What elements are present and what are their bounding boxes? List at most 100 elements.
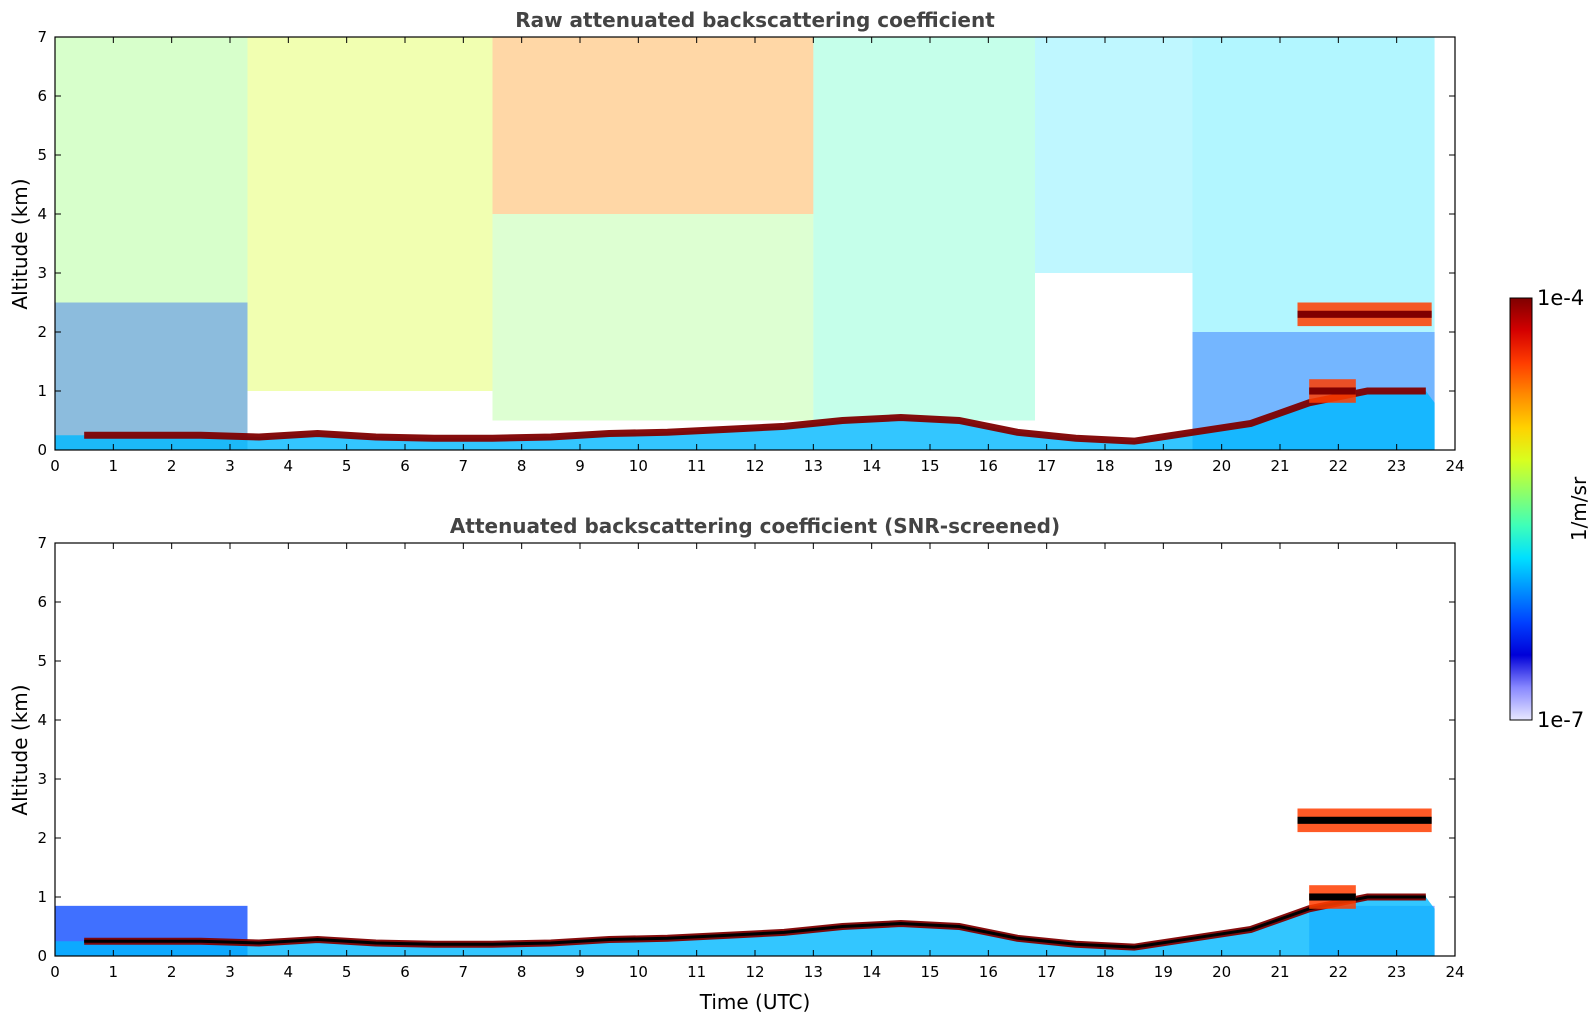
signal-band [813, 37, 1035, 421]
x-tick-label: 16 [979, 457, 998, 475]
bottom-y-axis-label: Altitude (km) [8, 684, 32, 815]
cloud-layer-core [1309, 387, 1356, 395]
colorbar-min-label: 1e-7 [1537, 708, 1584, 732]
x-tick-label: 3 [225, 457, 235, 475]
y-tick-label: 1 [37, 888, 47, 906]
y-tick-label: 5 [37, 652, 47, 670]
x-tick-label: 12 [745, 963, 764, 981]
x-tick-label: 21 [1270, 963, 1289, 981]
top-x-axis: 0 1 2 3 4 5 6 7 8 9 10 11 12 13 14 15 16 17 18 19 20 21 22 23 24 [50, 37, 1465, 475]
x-tick-label: 6 [400, 457, 410, 475]
x-tick-label: 15 [920, 457, 939, 475]
y-tick-label: 6 [37, 87, 47, 105]
top-y-axis: 0 1 2 3 4 5 6 7 [37, 28, 1455, 459]
y-tick-label: 0 [37, 441, 47, 459]
signal-band [55, 37, 248, 450]
x-tick-label: 13 [804, 963, 823, 981]
cloud-layer-core [1309, 893, 1356, 901]
x-tick-label: 18 [1095, 963, 1114, 981]
x-tick-label: 8 [517, 457, 527, 475]
x-tick-label: 21 [1270, 457, 1289, 475]
x-tick-label: 15 [920, 963, 939, 981]
bottom-chart-title: Attenuated backscattering coefficient (S… [450, 514, 1060, 538]
layer-top-core [84, 895, 1426, 949]
layer-top-line [84, 387, 1426, 445]
x-tick-label: 0 [50, 963, 60, 981]
top-y-axis-label: Altitude (km) [8, 178, 32, 309]
x-tick-label: 17 [1037, 457, 1056, 475]
colorbar-gradient [1509, 297, 1533, 721]
x-tick-label: 24 [1445, 457, 1464, 475]
x-tick-label: 14 [862, 457, 881, 475]
x-tick-label: 24 [1445, 963, 1464, 981]
boundary-layer [55, 391, 1435, 450]
x-tick-label: 10 [629, 457, 648, 475]
x-tick-label: 2 [167, 457, 177, 475]
y-tick-label: 4 [37, 205, 47, 223]
top-panel: Raw attenuated backscattering coefficien… [8, 8, 1465, 475]
y-tick-label: 2 [37, 323, 47, 341]
y-tick-label: 1 [37, 382, 47, 400]
x-tick-label: 23 [1387, 457, 1406, 475]
x-tick-label: 18 [1095, 457, 1114, 475]
x-tick-label: 22 [1329, 963, 1348, 981]
x-tick-label: 8 [517, 963, 527, 981]
x-tick-label: 19 [1154, 457, 1173, 475]
x-tick-label: 6 [400, 963, 410, 981]
x-tick-label: 19 [1154, 963, 1173, 981]
y-tick-label: 4 [37, 711, 47, 729]
bottom-x-axis: 0 1 2 3 4 5 6 7 8 9 10 11 12 13 14 15 16 17 18 19 20 21 22 23 24 [50, 543, 1465, 981]
bottom-heatmap [55, 808, 1435, 956]
colorbar-label: 1/m/sr [1567, 476, 1591, 541]
y-tick-label: 2 [37, 829, 47, 847]
signal-band [492, 37, 814, 214]
x-tick-label: 9 [575, 457, 585, 475]
x-tick-label: 22 [1329, 457, 1348, 475]
x-tick-label: 3 [225, 963, 235, 981]
x-tick-label: 16 [979, 963, 998, 981]
y-tick-label: 6 [37, 593, 47, 611]
x-tick-label: 1 [109, 963, 119, 981]
x-tick-label: 0 [50, 457, 60, 475]
x-tick-label: 7 [459, 963, 469, 981]
signal-band [55, 302, 248, 450]
x-tick-label: 17 [1037, 963, 1056, 981]
top-heatmap [55, 37, 1435, 450]
x-tick-label: 23 [1387, 963, 1406, 981]
x-tick-label: 2 [167, 963, 177, 981]
y-tick-label: 7 [37, 534, 47, 552]
x-tick-label: 12 [745, 457, 764, 475]
signal-band [1035, 37, 1193, 273]
x-axis-label: Time (UTC) [699, 990, 811, 1014]
x-tick-label: 7 [459, 457, 469, 475]
x-tick-label: 11 [687, 963, 706, 981]
y-tick-label: 7 [37, 28, 47, 46]
x-tick-label: 4 [284, 457, 294, 475]
x-tick-label: 11 [687, 457, 706, 475]
boundary-layer [55, 897, 1435, 956]
y-tick-label: 5 [37, 146, 47, 164]
colorbar: 1e-4 1e-7 1/m/sr [1509, 286, 1591, 732]
x-tick-label: 1 [109, 457, 119, 475]
bottom-panel: Attenuated backscattering coefficient (S… [8, 514, 1465, 1014]
cloud-layer-core [1297, 310, 1432, 318]
x-tick-label: 20 [1212, 963, 1231, 981]
cloud-layer-core [1297, 816, 1432, 824]
x-tick-label: 13 [804, 457, 823, 475]
y-tick-label: 3 [37, 264, 47, 282]
x-tick-label: 10 [629, 963, 648, 981]
y-tick-label: 0 [37, 947, 47, 965]
x-tick-label: 20 [1212, 457, 1231, 475]
signal-band [492, 214, 814, 421]
bottom-plot-frame [54, 542, 1456, 957]
top-chart-title: Raw attenuated backscattering coefficien… [515, 8, 995, 32]
signal-band [247, 37, 493, 391]
y-tick-label: 3 [37, 770, 47, 788]
x-tick-label: 4 [284, 963, 294, 981]
x-tick-label: 5 [342, 963, 352, 981]
colorbar-max-label: 1e-4 [1537, 286, 1584, 310]
bottom-y-axis: 0 1 2 3 4 5 6 7 [37, 534, 1455, 965]
x-tick-label: 14 [862, 963, 881, 981]
x-tick-label: 5 [342, 457, 352, 475]
